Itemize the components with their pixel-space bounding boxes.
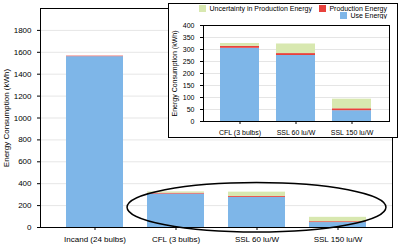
- html-text:Uncertainty in Production Ener: Uncertainty in Production Energy: [209, 5, 312, 12]
- svg-text:Incand (24 bulbs): Incand (24 bulbs): [64, 235, 126, 244]
- html-text:Production Energy: Production Energy: [329, 5, 387, 12]
- svg-text:1200: 1200: [14, 92, 32, 101]
- svg-text:350: 350: [183, 34, 195, 41]
- svg-text:Energy Consumption (kWh): Energy Consumption (kWh): [2, 69, 11, 168]
- svg-text:1600: 1600: [14, 48, 32, 57]
- svg-text:0: 0: [27, 223, 32, 232]
- svg-text:800: 800: [18, 135, 32, 144]
- svg-text:CFL (3 bulbs): CFL (3 bulbs): [152, 235, 201, 244]
- svg-text:1400: 1400: [14, 70, 32, 79]
- svg-text:SSL 150 lu/W: SSL 150 lu/W: [331, 129, 374, 136]
- html-text:Use Energy: Use Energy: [350, 12, 387, 19]
- svg-text:SSL 60 lu/W: SSL 60 lu/W: [235, 235, 280, 244]
- svg-text:600: 600: [18, 157, 32, 166]
- svg-text:Energy Consumption (kWh): Energy Consumption (kWh): [171, 31, 179, 117]
- svg-text:400: 400: [18, 179, 32, 188]
- svg-text:SSL 150 lu/W: SSL 150 lu/W: [314, 235, 363, 244]
- svg-text:200: 200: [18, 201, 32, 210]
- svg-text:200: 200: [183, 70, 195, 77]
- svg-text:100: 100: [183, 94, 195, 101]
- svg-text:SSL 60 lu/W: SSL 60 lu/W: [277, 129, 316, 136]
- svg-text:150: 150: [183, 82, 195, 89]
- svg-text:250: 250: [183, 58, 195, 65]
- svg-text:0: 0: [191, 118, 195, 125]
- svg-text:1800: 1800: [14, 26, 32, 35]
- svg-text:50: 50: [187, 106, 195, 113]
- svg-text:1000: 1000: [14, 114, 32, 123]
- svg-text:400: 400: [183, 22, 195, 29]
- svg-text:300: 300: [183, 46, 195, 53]
- svg-text:CFL (3 bulbs): CFL (3 bulbs): [219, 129, 261, 137]
